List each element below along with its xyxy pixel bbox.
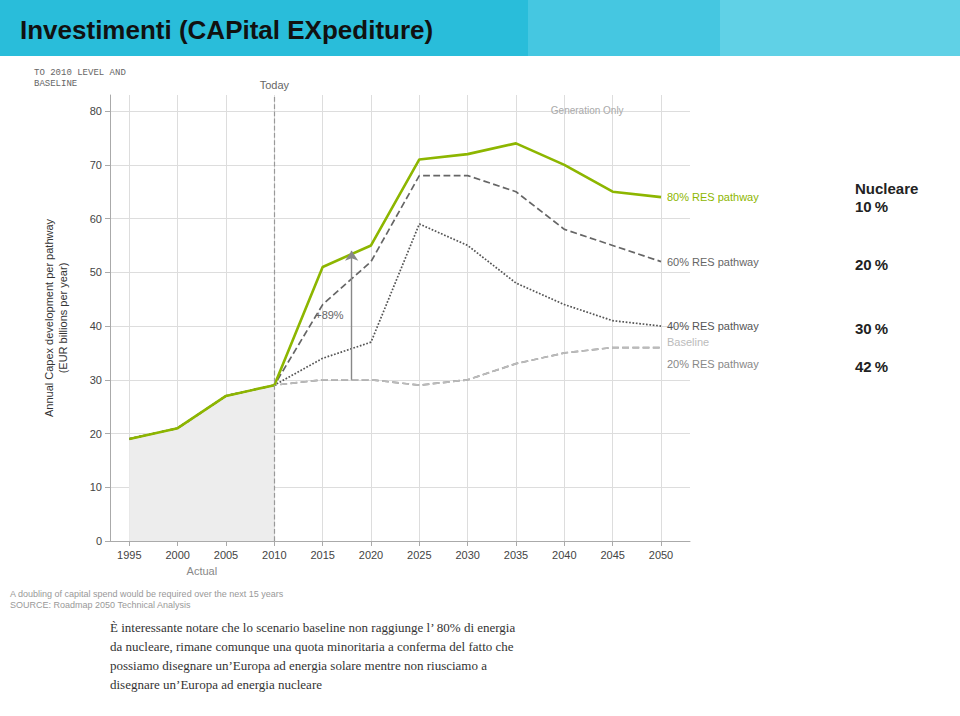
svg-text:2030: 2030 [455, 549, 479, 561]
svg-text:20% RES pathway: 20% RES pathway [667, 358, 759, 370]
svg-text:30 %: 30 % [855, 320, 888, 337]
svg-text:Today: Today [260, 79, 290, 91]
svg-text:2035: 2035 [504, 549, 528, 561]
svg-text:50: 50 [90, 266, 102, 278]
svg-text:2010: 2010 [262, 549, 286, 561]
svg-text:80: 80 [90, 105, 102, 117]
svg-text:disegnare un’Europa ad energia: disegnare un’Europa ad energia nucleare [110, 677, 322, 692]
svg-text:2005: 2005 [214, 549, 238, 561]
svg-text:TO 2010 LEVEL AND: TO 2010 LEVEL AND [34, 68, 126, 78]
svg-text:2000: 2000 [165, 549, 189, 561]
svg-text:da nucleare, rimane comunque u: da nucleare, rimane comunque una quota m… [110, 639, 514, 654]
svg-text:20: 20 [90, 428, 102, 440]
svg-text:(EUR billions per year): (EUR billions per year) [57, 263, 69, 374]
svg-text:20 %: 20 % [855, 256, 888, 273]
svg-text:30: 30 [90, 374, 102, 386]
svg-text:SOURCE: Roadmap 2050 Technical: SOURCE: Roadmap 2050 Technical Analysis [10, 600, 191, 610]
svg-text:60: 60 [90, 213, 102, 225]
svg-text:Nucleare: Nucleare [855, 180, 918, 197]
svg-text:Actual: Actual [187, 565, 218, 577]
svg-text:A doubling of capital spend wo: A doubling of capital spend would be req… [10, 589, 284, 599]
svg-text:Generation Only: Generation Only [551, 105, 624, 116]
svg-text:BASELINE: BASELINE [34, 79, 77, 89]
svg-text:Baseline: Baseline [667, 336, 709, 348]
svg-text:80% RES pathway: 80% RES pathway [667, 191, 759, 203]
svg-text:Annual Capex development per p: Annual Capex development per pathway [43, 218, 55, 417]
svg-text:È interessante notare che lo s: È interessante notare che lo scenario ba… [110, 620, 515, 635]
svg-text:Investimenti (CAPital EXpeditu: Investimenti (CAPital EXpediture) [20, 15, 433, 45]
svg-text:70: 70 [90, 159, 102, 171]
svg-text:60% RES pathway: 60% RES pathway [667, 256, 759, 268]
svg-text:2045: 2045 [600, 549, 624, 561]
svg-text:2040: 2040 [552, 549, 576, 561]
svg-text:10 %: 10 % [855, 198, 888, 215]
svg-text:10: 10 [90, 481, 102, 493]
svg-text:2050: 2050 [649, 549, 673, 561]
svg-text:2015: 2015 [310, 549, 334, 561]
svg-text:2020: 2020 [359, 549, 383, 561]
svg-text:0: 0 [96, 535, 102, 547]
svg-text:2025: 2025 [407, 549, 431, 561]
svg-text:42 %: 42 % [855, 358, 888, 375]
svg-text:40% RES pathway: 40% RES pathway [667, 320, 759, 332]
svg-text:possiamo disegnare un’Europa a: possiamo disegnare un’Europa ad energia … [110, 658, 487, 673]
svg-text:40: 40 [90, 320, 102, 332]
svg-text:+89%: +89% [315, 309, 344, 321]
svg-text:1995: 1995 [117, 549, 141, 561]
